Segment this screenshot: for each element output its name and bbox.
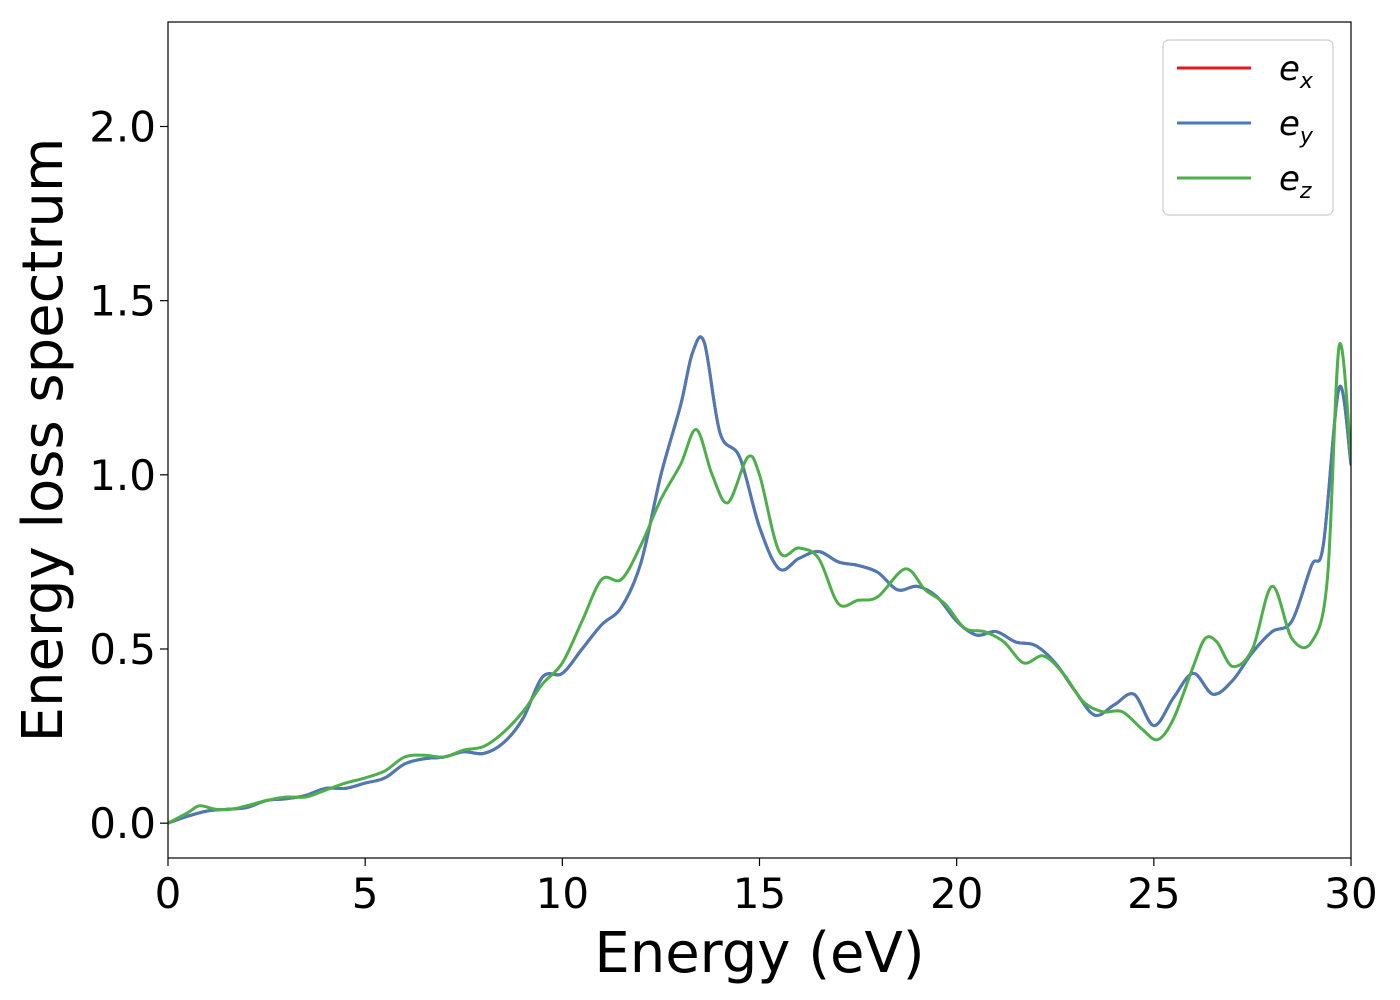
y-tick-label: 1.5	[89, 277, 156, 326]
y-tick-label: 2.0	[89, 103, 156, 152]
legend-label-ex: ex	[1279, 49, 1314, 94]
axis-layer: 0 5 10 15 20 25 30 0.0 0.5 1.0 1.5 2.0	[89, 21, 1378, 918]
y-tick-label: 0.0	[89, 799, 156, 848]
plot-layer	[168, 22, 1351, 858]
legend-label-ey: ey	[1279, 104, 1314, 149]
series-layer	[168, 335, 1351, 825]
x-tick-label: 20	[930, 869, 983, 918]
y-tick-label: 0.5	[89, 625, 156, 674]
legend-box	[1162, 39, 1334, 216]
legend-label-base: e	[1279, 49, 1300, 89]
legend-label-base: e	[1279, 104, 1300, 144]
series-line-ey	[168, 335, 1351, 825]
x-tick-label: 10	[536, 869, 589, 918]
legend-label-subscript: y	[1299, 124, 1314, 149]
x-tick-label: 25	[1127, 869, 1180, 918]
y-axis-title: Energy loss spectrum	[11, 138, 76, 743]
x-tick-label: 30	[1324, 869, 1377, 918]
legend-label-ez: ez	[1279, 159, 1312, 204]
plot-area	[168, 22, 1351, 858]
x-axis-title: Energy (eV)	[594, 921, 924, 986]
series-line-ez	[168, 342, 1351, 825]
x-tick-label: 5	[352, 869, 379, 918]
legend-label-base: e	[1279, 159, 1300, 199]
x-tick-label: 15	[733, 869, 786, 918]
legend-label-subscript: z	[1299, 179, 1312, 204]
x-tick-label: 0	[155, 869, 182, 918]
y-tick-label: 1.0	[89, 451, 156, 500]
legend-label-subscript: x	[1299, 69, 1314, 94]
